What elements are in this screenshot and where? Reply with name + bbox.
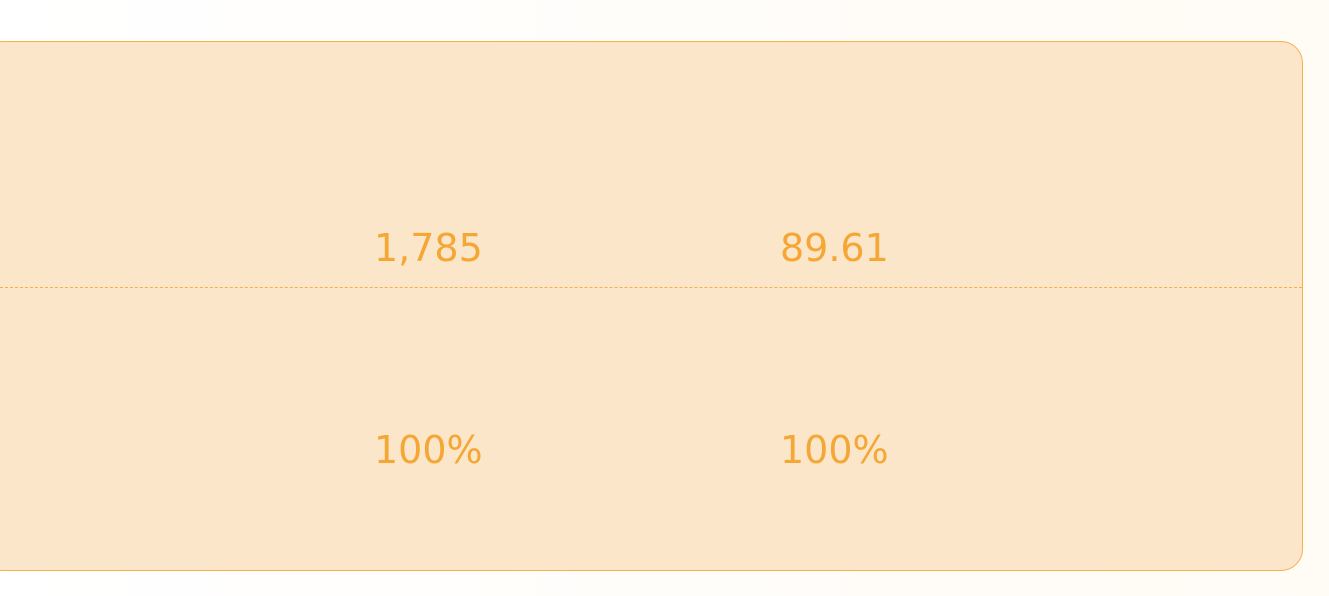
stats-card <box>0 41 1303 571</box>
stat-value: 100% <box>374 428 483 472</box>
stat-value: 89.61 <box>780 226 889 270</box>
divider <box>0 287 1302 288</box>
stat-value: 100% <box>780 428 889 472</box>
stat-value: 1,785 <box>374 226 483 270</box>
